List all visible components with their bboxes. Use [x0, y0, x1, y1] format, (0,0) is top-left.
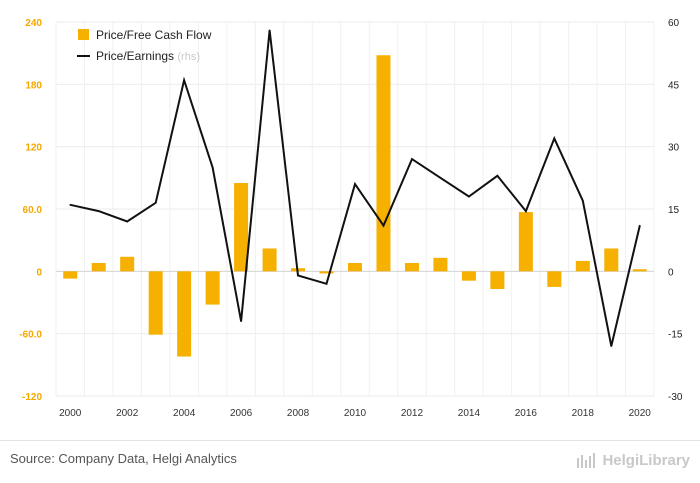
- pe-point-2006: [240, 320, 242, 323]
- left-tick-label: 120: [25, 143, 42, 154]
- brand-logo[interactable]: HelgiLibrary: [576, 450, 690, 470]
- x-tick-label: 2010: [344, 408, 367, 419]
- pe-point-2002: [126, 220, 128, 223]
- x-tick-label: 2014: [458, 408, 481, 419]
- bar-2020: [632, 269, 647, 272]
- pe-point-2007: [268, 29, 271, 32]
- grid-lines: [55, 21, 655, 397]
- bar-2017: [547, 271, 562, 287]
- bar-2015: [490, 271, 505, 289]
- legend-label-bar: Price/Free Cash Flow: [96, 28, 212, 42]
- pe-point-2018: [582, 199, 584, 202]
- x-axis: 2000 2002 2004 2006 2008 2010 2012 2014 2016 2018…: [59, 408, 651, 419]
- x-tick-label: 2000: [59, 408, 82, 419]
- source-note: Source: Company Data, Helgi Analytics: [10, 451, 237, 466]
- pe-point-2015: [496, 174, 499, 177]
- footer-divider: [0, 440, 700, 441]
- bar-2005: [205, 271, 220, 305]
- pe-point-2005: [211, 166, 214, 169]
- pe-point-2001: [97, 210, 100, 212]
- pe-point-2013: [439, 177, 442, 179]
- bar-2001: [91, 263, 106, 272]
- x-tick-label: 2002: [116, 408, 139, 419]
- pe-point-2016: [525, 210, 527, 212]
- brand-name: HelgiLibrary: [602, 451, 690, 469]
- right-tick-label: -30: [668, 392, 683, 403]
- right-tick-label: 30: [668, 143, 680, 154]
- bar-series: [63, 55, 647, 357]
- legend-label-line-note: (rhs): [177, 51, 200, 63]
- pe-point-2003: [154, 201, 157, 204]
- legend-swatch-bar: [78, 29, 89, 40]
- right-tick-label: 0: [668, 267, 674, 278]
- right-tick-label: -15: [668, 330, 683, 341]
- bar-2004: [177, 271, 192, 357]
- pe-point-2010: [354, 183, 356, 185]
- x-tick-label: 2012: [401, 408, 424, 419]
- bar-2010: [348, 263, 362, 272]
- pe-point-2008: [297, 274, 299, 277]
- bar-2016: [518, 212, 533, 272]
- pe-point-2014: [468, 195, 470, 198]
- bar-2000: [63, 271, 78, 279]
- pe-point-2009: [325, 283, 328, 285]
- legend-label-line: Price/Earnings (rhs): [96, 49, 200, 63]
- pe-point-2017: [553, 137, 556, 140]
- pe-point-2011: [382, 224, 385, 227]
- bar-2014: [461, 271, 476, 281]
- bar-2018: [575, 260, 590, 272]
- bar-2019: [604, 248, 619, 272]
- left-tick-label: -120: [22, 392, 42, 403]
- bar-2009: [319, 271, 334, 274]
- x-tick-label: 2006: [230, 408, 253, 419]
- left-tick-label: -60.0: [19, 330, 42, 341]
- pe-point-2000: [69, 204, 72, 206]
- legend: Price/Free Cash Flow Price/Earnings (rhs…: [77, 28, 212, 63]
- x-tick-label: 2016: [515, 408, 538, 419]
- pe-point-2019: [610, 345, 613, 347]
- bar-2013: [433, 257, 448, 272]
- left-tick-label: 0: [36, 267, 42, 278]
- legend-label-line-name: Price/Earnings: [96, 49, 174, 63]
- x-tick-label: 2020: [629, 408, 652, 419]
- left-tick-label: 240: [25, 18, 42, 29]
- pe-point-2004: [183, 79, 185, 81]
- x-tick-label: 2018: [572, 408, 595, 419]
- x-tick-label: 2004: [173, 408, 196, 419]
- right-axis: -30 -15 0 15 30 45 60: [668, 18, 683, 403]
- bar-2006: [234, 183, 249, 272]
- right-tick-label: 60: [668, 18, 680, 29]
- bar-2011: [376, 55, 391, 272]
- bar-2003: [148, 271, 163, 335]
- left-tick-label: 180: [25, 80, 42, 91]
- right-tick-label: 15: [668, 205, 680, 216]
- left-tick-label: 60.0: [23, 205, 43, 216]
- pe-point-2012: [411, 158, 413, 160]
- bar-2002: [120, 256, 135, 272]
- library-icon: [577, 453, 596, 468]
- x-tick-label: 2008: [287, 408, 310, 419]
- line-series: [69, 29, 641, 347]
- left-axis: -120 -60.0 0 60.0 120 180 240: [19, 18, 42, 403]
- bar-2012: [404, 263, 419, 272]
- pe-point-2020: [638, 224, 641, 227]
- right-tick-label: 45: [668, 80, 680, 91]
- bar-2007: [262, 248, 277, 272]
